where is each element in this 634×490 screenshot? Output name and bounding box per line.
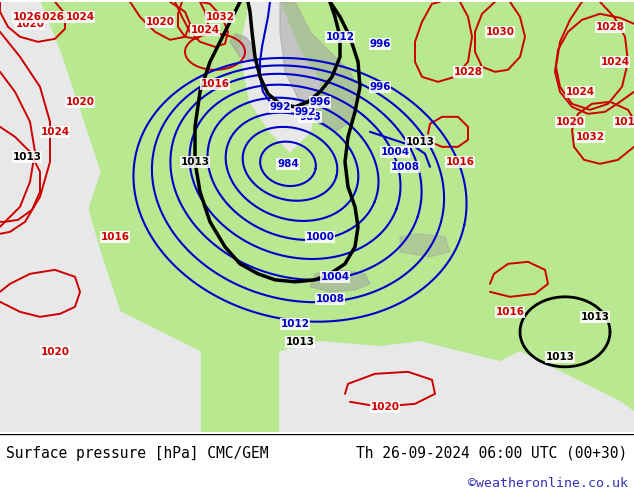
Text: 1024: 1024 bbox=[190, 25, 219, 35]
Polygon shape bbox=[400, 234, 450, 257]
Text: Th 26-09-2024 06:00 UTC (00+30): Th 26-09-2024 06:00 UTC (00+30) bbox=[356, 446, 628, 461]
Text: 996: 996 bbox=[369, 82, 391, 92]
Text: 992: 992 bbox=[294, 107, 316, 117]
Text: 1016: 1016 bbox=[101, 232, 129, 242]
Text: 1024: 1024 bbox=[566, 87, 595, 97]
Text: 1020: 1020 bbox=[555, 117, 585, 127]
Text: 996: 996 bbox=[369, 39, 391, 49]
Text: 1000: 1000 bbox=[306, 232, 335, 242]
Text: 1012: 1012 bbox=[280, 319, 309, 329]
Text: 1020: 1020 bbox=[65, 97, 94, 107]
Text: 1013: 1013 bbox=[285, 337, 314, 347]
Text: 1008: 1008 bbox=[316, 294, 344, 304]
Text: 101: 101 bbox=[614, 117, 634, 127]
Polygon shape bbox=[280, 342, 634, 432]
Polygon shape bbox=[240, 2, 320, 152]
Polygon shape bbox=[280, 2, 360, 132]
Text: 1020: 1020 bbox=[370, 402, 399, 412]
Text: 988: 988 bbox=[299, 112, 321, 122]
Text: 1004: 1004 bbox=[320, 272, 349, 282]
Text: 1024: 1024 bbox=[65, 12, 94, 22]
Text: 1016: 1016 bbox=[446, 157, 474, 167]
Text: 1026: 1026 bbox=[13, 12, 41, 22]
Polygon shape bbox=[310, 270, 370, 292]
Polygon shape bbox=[230, 34, 255, 62]
Text: 1013: 1013 bbox=[406, 137, 434, 147]
Text: 1028: 1028 bbox=[595, 22, 624, 32]
Polygon shape bbox=[0, 2, 100, 252]
Text: 1004: 1004 bbox=[380, 147, 410, 157]
Text: 1024: 1024 bbox=[41, 127, 70, 137]
Text: ©weatheronline.co.uk: ©weatheronline.co.uk bbox=[468, 477, 628, 490]
Text: 1032: 1032 bbox=[205, 12, 235, 22]
Text: 1026: 1026 bbox=[36, 12, 65, 22]
Text: 1013: 1013 bbox=[13, 152, 41, 162]
Text: 1012: 1012 bbox=[325, 32, 354, 42]
Text: 996: 996 bbox=[309, 97, 331, 107]
Text: Surface pressure [hPa] CMC/GEM: Surface pressure [hPa] CMC/GEM bbox=[6, 446, 269, 461]
Text: 1028: 1028 bbox=[453, 67, 482, 77]
Text: 1008: 1008 bbox=[391, 162, 420, 172]
Text: 1020: 1020 bbox=[145, 17, 174, 27]
Text: 1016: 1016 bbox=[496, 307, 524, 317]
Text: 1013: 1013 bbox=[181, 157, 209, 167]
Text: 1016: 1016 bbox=[200, 79, 230, 89]
Text: 1030: 1030 bbox=[486, 27, 515, 37]
Text: 1020: 1020 bbox=[15, 19, 44, 29]
Polygon shape bbox=[0, 2, 130, 432]
Text: 1020: 1020 bbox=[41, 347, 70, 357]
Text: 992: 992 bbox=[269, 102, 291, 112]
Polygon shape bbox=[0, 2, 200, 432]
Text: 1013: 1013 bbox=[581, 312, 609, 322]
Text: 1013: 1013 bbox=[545, 352, 574, 362]
Text: 1024: 1024 bbox=[600, 57, 630, 67]
Text: 1032: 1032 bbox=[576, 132, 604, 142]
Text: 984: 984 bbox=[277, 159, 299, 169]
Polygon shape bbox=[0, 2, 55, 142]
